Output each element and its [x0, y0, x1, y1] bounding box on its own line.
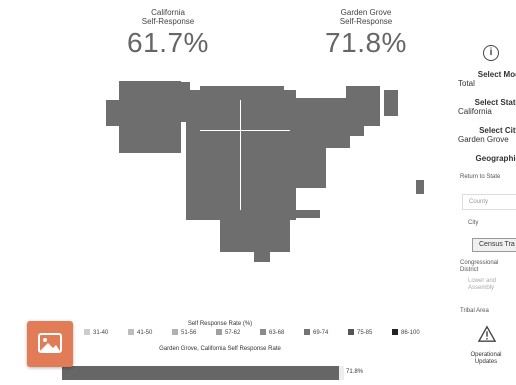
select-city-label: Select City: [479, 126, 516, 135]
california-stat: California Self-Response 61.7%: [108, 8, 228, 59]
legend-item: 86-100: [392, 329, 420, 337]
select-city[interactable]: Select City Garden Grove: [458, 126, 516, 144]
filter-panel: i Select Mod Total Select State Californ…: [454, 40, 516, 385]
legend-title: Self Response Rate (%): [187, 321, 253, 327]
legend-label: 41-50: [137, 330, 153, 336]
select-state-value: California: [458, 107, 492, 116]
legend-label: 69-74: [313, 330, 329, 336]
self-response-bar: [62, 366, 340, 380]
legend-item: 63-68: [260, 329, 284, 337]
info-icon[interactable]: i: [483, 45, 499, 61]
census-tract-button[interactable]: Census Tra: [472, 238, 516, 252]
select-city-value: Garden Grove: [458, 135, 509, 144]
self-response-bar-value: 71.8%: [346, 369, 364, 375]
congressional-district-label: Congressional District: [460, 260, 499, 273]
legend-item: 51-56: [172, 329, 196, 337]
image-icon: [38, 333, 62, 353]
city-map[interactable]: [0, 70, 440, 320]
select-mode[interactable]: Select Mod Total: [458, 70, 516, 88]
select-mode-label: Select Mod: [477, 70, 516, 79]
self-response-bar-title: Garden Grove, California Self Response R…: [159, 346, 281, 352]
garden-grove-stat-value: 71.8%: [325, 27, 407, 58]
county-field[interactable]: County: [462, 194, 516, 210]
legend-item: 41-50: [128, 329, 152, 337]
legend-swatch: [304, 329, 310, 335]
legend-label: 57-62: [225, 330, 241, 336]
legend-item: 31-40: [84, 329, 108, 337]
city-label: City: [468, 220, 479, 226]
legend-swatch: [348, 329, 354, 335]
congressional-district-field[interactable]: Lower and Assembly: [468, 278, 497, 291]
select-mode-value: Total: [458, 79, 475, 88]
geography-label: Geographie: [475, 154, 516, 163]
operational-updates-link[interactable]: Operational Updates: [470, 352, 502, 365]
legend: 0-3031-4041-5051-5657-6263-6869-7475-858…: [40, 329, 460, 337]
legend-label: 63-68: [269, 330, 285, 336]
legend-swatch: [128, 329, 134, 335]
garden-grove-stat-label: Garden Grove Self-Response: [339, 8, 393, 26]
legend-item: 69-74: [304, 329, 328, 337]
select-state[interactable]: Select State California: [458, 98, 516, 116]
tribal-area-label[interactable]: Tribal Area: [460, 308, 489, 314]
legend-label: 86-100: [401, 330, 420, 336]
select-state-label: Select State: [474, 98, 516, 107]
legend-swatch: [392, 329, 398, 335]
warning-icon[interactable]: [478, 325, 496, 343]
legend-swatch: [84, 329, 90, 335]
legend-item: 75-85: [348, 329, 372, 337]
legend-label: 75-85: [357, 330, 373, 336]
geography-heading: Geographie: [458, 154, 516, 163]
california-stat-value: 61.7%: [127, 27, 209, 58]
legend-label: 51-56: [181, 330, 197, 336]
legend-swatch: [260, 329, 266, 335]
garden-grove-stat: Garden Grove Self-Response 71.8%: [306, 8, 426, 59]
image-button[interactable]: [27, 321, 73, 367]
legend-swatch: [216, 329, 222, 335]
census-tract-shapes[interactable]: [106, 81, 424, 262]
legend-label: 31-40: [93, 330, 109, 336]
california-stat-label: California Self-Response: [141, 8, 195, 26]
legend-swatch: [172, 329, 178, 335]
legend-item: 57-62: [216, 329, 240, 337]
return-to-state-link[interactable]: Return to State: [460, 174, 501, 180]
